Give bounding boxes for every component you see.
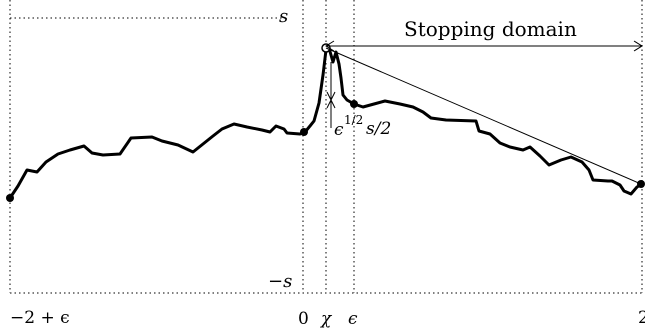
x-left-label: −2 + ϵ [10,308,70,328]
origin-point [300,128,308,136]
s-bottom-label: −s [268,271,292,292]
walk-path [8,46,644,200]
stopping-domain-arrow [325,40,643,52]
domain-label: Stopping domain [404,17,577,41]
arrow-head-right [633,40,643,52]
bracket-arrow-bottom [326,98,336,109]
x-right-label: 2 [638,308,645,328]
x-zero-label: 0 [298,309,309,329]
annotation-tail: s/2 [366,119,391,139]
annotation-base: ϵ [334,120,344,140]
half-height-bracket [326,62,336,128]
arrow-head-left [325,40,335,52]
dotted-frame [9,0,643,294]
chord-line [325,47,642,185]
x-eps-label: ϵ [348,309,358,329]
annotation-exponent: 1/2 [344,113,363,127]
start-point [6,194,14,202]
eps-point [350,100,358,108]
s-top-label: s [279,6,288,27]
x-chi-label: χ [320,309,333,329]
